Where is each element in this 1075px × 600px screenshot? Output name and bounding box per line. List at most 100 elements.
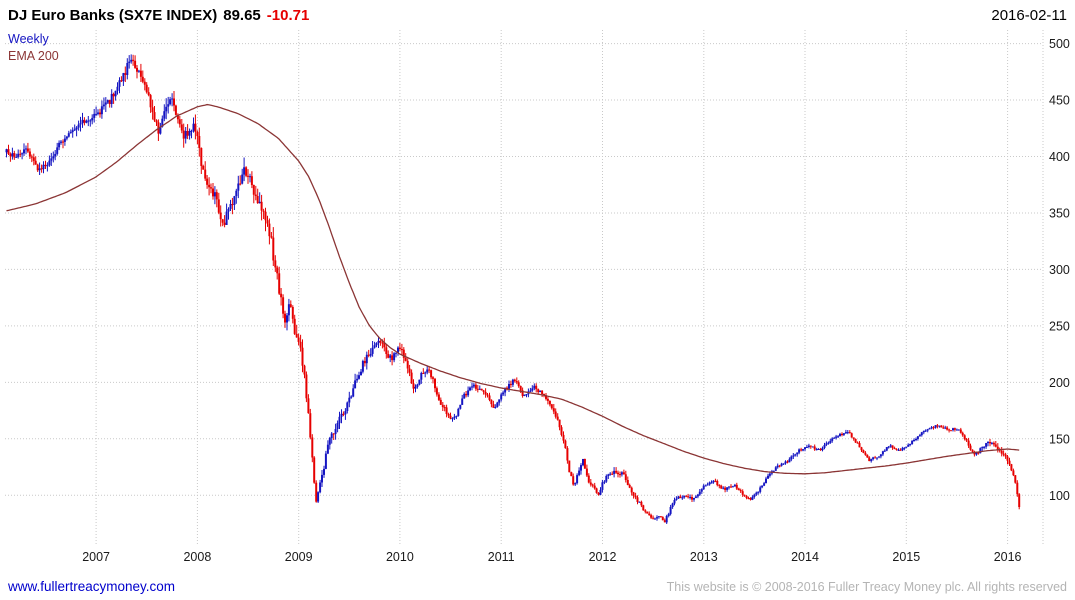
- candle-body: [313, 457, 316, 483]
- candle-body: [846, 432, 849, 434]
- candle-body: [188, 130, 191, 136]
- price-chart: 100 150 200 250 300 350 400 450 500 2007 2008 2009 2…: [5, 30, 1070, 564]
- candle-body: [1010, 464, 1013, 471]
- candle-body: [675, 498, 678, 500]
- candle-body: [983, 446, 986, 448]
- candle-body: [202, 166, 205, 170]
- candle-body: [239, 183, 242, 185]
- candle-body: [517, 382, 520, 387]
- candle-body: [449, 415, 452, 419]
- candle-body: [229, 204, 232, 209]
- candle-body: [430, 370, 433, 378]
- candle-body: [728, 486, 730, 488]
- candle-body: [42, 164, 45, 170]
- candle-body: [317, 492, 320, 502]
- candle-body: [800, 449, 803, 451]
- candle-body: [358, 375, 360, 379]
- candle-body: [839, 433, 841, 437]
- legend-ema-label: EMA 200: [8, 49, 59, 63]
- copyright-text: This website is © 2008-2016 Fuller Treac…: [666, 579, 1067, 594]
- candle-body: [155, 120, 158, 123]
- candle-body: [432, 377, 434, 379]
- candle-body: [130, 59, 133, 62]
- x-axis-label: 2012: [589, 550, 617, 564]
- candle-body: [472, 384, 475, 387]
- candle-body: [293, 318, 296, 334]
- candle-body: [443, 407, 446, 409]
- candle-body: [519, 386, 522, 391]
- candle-body: [541, 390, 544, 394]
- candle-body: [67, 133, 70, 137]
- candle-body: [940, 425, 943, 428]
- candle-body: [648, 513, 651, 516]
- candle-body: [32, 157, 35, 161]
- candle-body: [137, 70, 140, 72]
- candle-body: [862, 450, 865, 453]
- candle-body: [502, 392, 505, 395]
- candle-body: [365, 354, 368, 364]
- candle-body: [15, 156, 18, 158]
- candle-body: [739, 490, 742, 492]
- candle-body: [254, 194, 257, 196]
- candle-body: [704, 485, 707, 487]
- candle-body: [953, 428, 956, 430]
- candle-body: [299, 341, 302, 348]
- candle-body: [856, 442, 859, 444]
- candle-body: [395, 352, 397, 354]
- candle-body: [194, 123, 197, 132]
- candle-body: [389, 355, 392, 358]
- candle-body: [206, 178, 209, 185]
- candle-body: [819, 449, 822, 451]
- candle-body: [81, 119, 84, 124]
- candle-body: [990, 442, 993, 444]
- candle-body: [428, 369, 431, 371]
- candle-body: [926, 429, 929, 431]
- candle-body: [720, 485, 723, 489]
- candle-body: [860, 447, 863, 451]
- candle-body: [683, 495, 686, 498]
- candle-body: [120, 80, 123, 82]
- candle-body: [52, 156, 55, 159]
- candle-body: [693, 498, 695, 500]
- candle-body: [215, 192, 218, 200]
- site-link[interactable]: www.fullertreacymoney.com: [8, 579, 176, 594]
- candle-body: [632, 492, 635, 496]
- candle-body: [605, 476, 608, 482]
- candle-body: [469, 387, 471, 391]
- candle-body: [482, 390, 485, 392]
- candle-body: [165, 106, 168, 112]
- candle-body: [147, 92, 150, 96]
- candle-body: [747, 497, 750, 499]
- candle-body: [500, 394, 503, 400]
- candle-body: [60, 141, 62, 143]
- candle-body: [807, 445, 810, 447]
- candle-body: [441, 404, 444, 408]
- candle-body: [328, 438, 331, 445]
- chart-date: 2016-02-11: [991, 6, 1067, 24]
- candle-body: [284, 313, 286, 323]
- candle-body: [928, 428, 931, 430]
- candle-body: [833, 437, 836, 439]
- candle-body: [46, 165, 49, 167]
- candle-body: [334, 429, 337, 434]
- candle-body: [545, 395, 547, 399]
- candle-body: [262, 210, 265, 212]
- candle-body: [106, 100, 109, 103]
- candle-body: [726, 487, 729, 490]
- candle-body: [780, 463, 783, 466]
- candle-body: [171, 98, 174, 100]
- candle-body: [167, 104, 170, 107]
- candle-body: [691, 497, 693, 500]
- candle-body: [231, 204, 234, 206]
- candle-body: [463, 393, 466, 399]
- candle-body: [141, 76, 144, 82]
- candle-body: [7, 149, 10, 154]
- candle-body: [745, 495, 748, 498]
- candle-body: [731, 486, 734, 488]
- candle-body: [161, 118, 164, 127]
- candle-body: [535, 385, 538, 390]
- candle-body: [139, 70, 142, 77]
- candle-body: [233, 196, 236, 205]
- candle-body: [667, 513, 670, 516]
- candle-body: [217, 199, 220, 213]
